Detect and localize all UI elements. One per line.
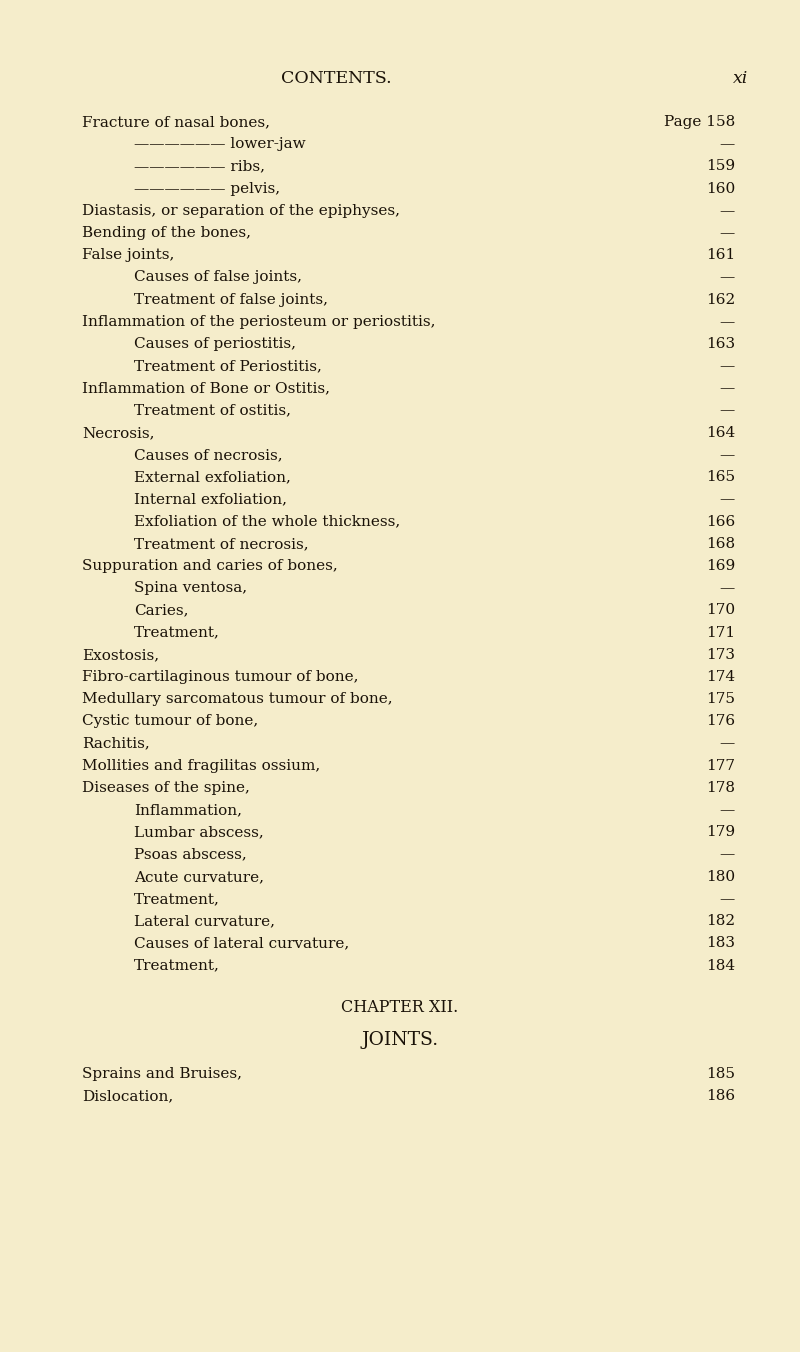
Text: xi: xi: [733, 70, 748, 87]
Text: —: —: [720, 360, 735, 373]
Text: Acute curvature,: Acute curvature,: [134, 869, 264, 884]
Text: Fracture of nasal bones,: Fracture of nasal bones,: [82, 115, 270, 128]
Text: —: —: [720, 581, 735, 595]
Text: Diastasis, or separation of the epiphyses,: Diastasis, or separation of the epiphyse…: [82, 204, 400, 218]
Text: Lateral curvature,: Lateral curvature,: [134, 914, 275, 929]
Text: Sprains and Bruises,: Sprains and Bruises,: [82, 1067, 242, 1082]
Text: 166: 166: [706, 515, 735, 529]
Text: Causes of false joints,: Causes of false joints,: [134, 270, 302, 284]
Text: —————— lower-jaw: —————— lower-jaw: [134, 137, 306, 151]
Text: —————— ribs,: —————— ribs,: [134, 160, 265, 173]
Text: 178: 178: [706, 781, 735, 795]
Text: Diseases of the spine,: Diseases of the spine,: [82, 781, 250, 795]
Text: Treatment of ostitis,: Treatment of ostitis,: [134, 404, 291, 418]
Text: 185: 185: [706, 1067, 735, 1082]
Text: False joints,: False joints,: [82, 249, 174, 262]
Text: 173: 173: [706, 648, 735, 661]
Text: Treatment of necrosis,: Treatment of necrosis,: [134, 537, 309, 550]
Text: —: —: [720, 137, 735, 151]
Text: —: —: [720, 492, 735, 507]
Text: Page 158: Page 158: [664, 115, 735, 128]
Text: 179: 179: [706, 826, 735, 840]
Text: JOINTS.: JOINTS.: [362, 1032, 438, 1049]
Text: Exostosis,: Exostosis,: [82, 648, 159, 661]
Text: Causes of periostitis,: Causes of periostitis,: [134, 337, 296, 352]
Text: —: —: [720, 204, 735, 218]
Text: CONTENTS.: CONTENTS.: [281, 70, 391, 87]
Text: 177: 177: [706, 758, 735, 773]
Text: 159: 159: [706, 160, 735, 173]
Text: Inflammation,: Inflammation,: [134, 803, 242, 817]
Text: Rachitis,: Rachitis,: [82, 737, 150, 750]
Text: —: —: [720, 448, 735, 462]
Text: 170: 170: [706, 603, 735, 618]
Text: —: —: [720, 892, 735, 906]
Text: Suppuration and caries of bones,: Suppuration and caries of bones,: [82, 558, 338, 573]
Text: —————— pelvis,: —————— pelvis,: [134, 181, 280, 196]
Text: 186: 186: [706, 1090, 735, 1103]
Text: Internal exfoliation,: Internal exfoliation,: [134, 492, 287, 507]
Text: Exfoliation of the whole thickness,: Exfoliation of the whole thickness,: [134, 515, 400, 529]
Text: Causes of lateral curvature,: Causes of lateral curvature,: [134, 937, 350, 950]
Text: Treatment,: Treatment,: [134, 626, 220, 639]
Text: 169: 169: [706, 558, 735, 573]
Text: 160: 160: [706, 181, 735, 196]
Text: Medullary sarcomatous tumour of bone,: Medullary sarcomatous tumour of bone,: [82, 692, 393, 706]
Text: 171: 171: [706, 626, 735, 639]
Text: Inflammation of the periosteum or periostitis,: Inflammation of the periosteum or perios…: [82, 315, 435, 329]
Text: 174: 174: [706, 671, 735, 684]
Text: Caries,: Caries,: [134, 603, 189, 618]
Text: External exfoliation,: External exfoliation,: [134, 470, 291, 484]
Text: 168: 168: [706, 537, 735, 550]
Text: 176: 176: [706, 714, 735, 729]
Text: Treatment,: Treatment,: [134, 892, 220, 906]
Text: 162: 162: [706, 292, 735, 307]
Text: —: —: [720, 737, 735, 750]
Text: Psoas abscess,: Psoas abscess,: [134, 848, 246, 861]
Text: Cystic tumour of bone,: Cystic tumour of bone,: [82, 714, 258, 729]
Text: —: —: [720, 404, 735, 418]
Text: 161: 161: [706, 249, 735, 262]
Text: CHAPTER XII.: CHAPTER XII.: [342, 999, 458, 1015]
Text: Inflammation of Bone or Ostitis,: Inflammation of Bone or Ostitis,: [82, 381, 330, 395]
Text: Causes of necrosis,: Causes of necrosis,: [134, 448, 282, 462]
Text: —: —: [720, 315, 735, 329]
Text: 163: 163: [706, 337, 735, 352]
Text: —: —: [720, 848, 735, 861]
Text: Dislocation,: Dislocation,: [82, 1090, 174, 1103]
Text: 183: 183: [706, 937, 735, 950]
Text: 182: 182: [706, 914, 735, 929]
Text: Mollities and fragilitas ossium,: Mollities and fragilitas ossium,: [82, 758, 320, 773]
Text: 184: 184: [706, 959, 735, 972]
Text: Spina ventosa,: Spina ventosa,: [134, 581, 247, 595]
Text: —: —: [720, 803, 735, 817]
Text: Lumbar abscess,: Lumbar abscess,: [134, 826, 264, 840]
Text: 165: 165: [706, 470, 735, 484]
Text: Bending of the bones,: Bending of the bones,: [82, 226, 251, 241]
Text: Treatment of false joints,: Treatment of false joints,: [134, 292, 328, 307]
Text: 164: 164: [706, 426, 735, 439]
Text: —: —: [720, 381, 735, 395]
Text: 175: 175: [706, 692, 735, 706]
Text: —: —: [720, 270, 735, 284]
Text: Treatment of Periostitis,: Treatment of Periostitis,: [134, 360, 322, 373]
Text: Treatment,: Treatment,: [134, 959, 220, 972]
Text: —: —: [720, 226, 735, 241]
Text: 180: 180: [706, 869, 735, 884]
Text: Fibro-cartilaginous tumour of bone,: Fibro-cartilaginous tumour of bone,: [82, 671, 358, 684]
Text: Necrosis,: Necrosis,: [82, 426, 154, 439]
